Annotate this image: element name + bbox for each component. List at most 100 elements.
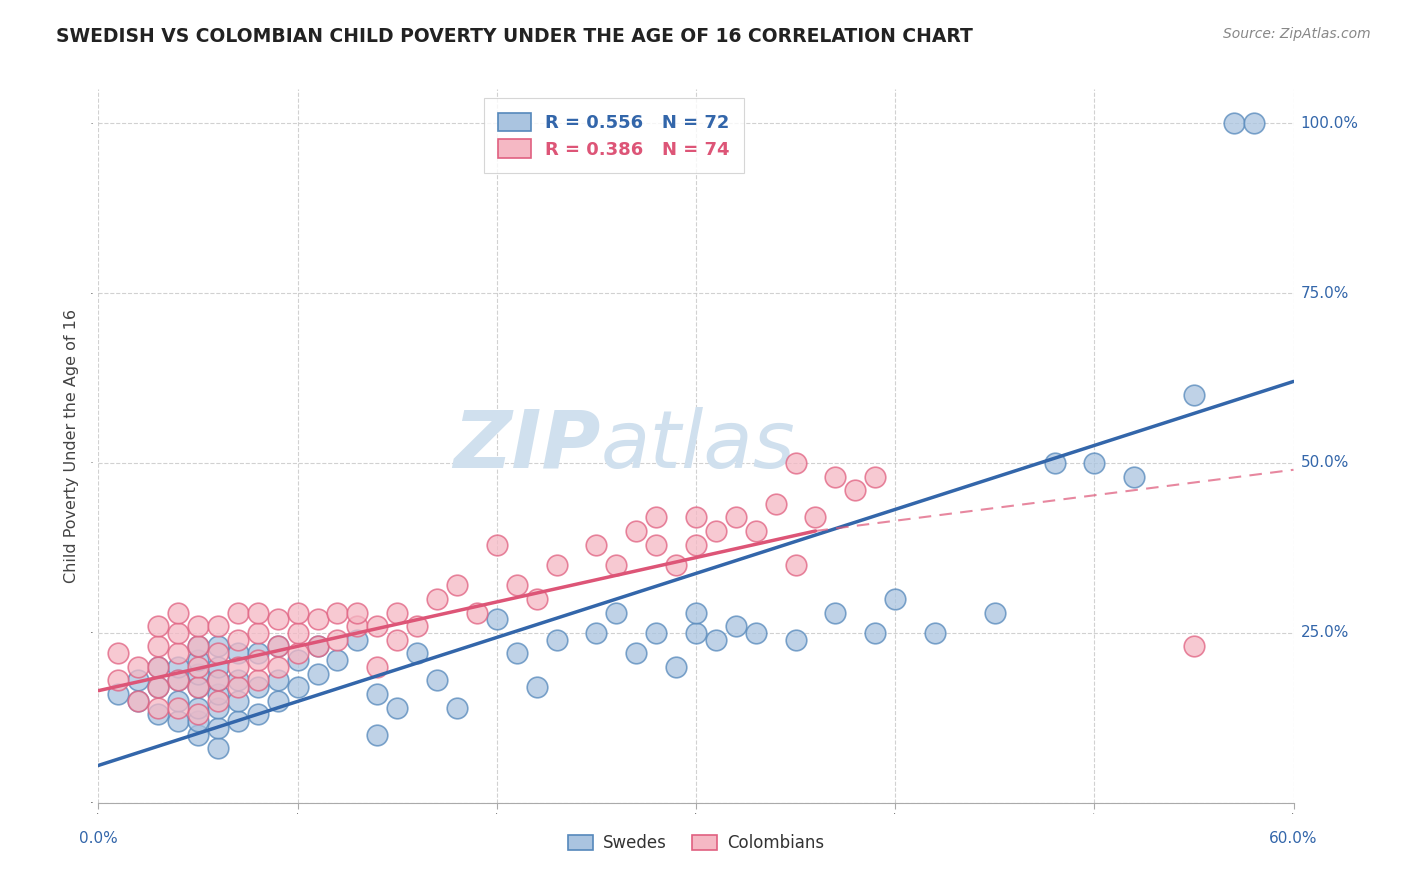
- Point: [785, 632, 807, 647]
- Point: [526, 680, 548, 694]
- Point: [226, 694, 249, 708]
- Point: [485, 537, 508, 551]
- Point: [148, 700, 170, 714]
- Point: [107, 673, 129, 688]
- Point: [785, 558, 807, 572]
- Point: [167, 673, 190, 688]
- Point: [226, 606, 249, 620]
- Point: [506, 646, 529, 660]
- Point: [366, 660, 388, 674]
- Point: [506, 578, 529, 592]
- Point: [605, 558, 627, 572]
- Point: [785, 456, 807, 470]
- Point: [267, 660, 290, 674]
- Point: [465, 606, 488, 620]
- Point: [167, 694, 190, 708]
- Point: [287, 626, 309, 640]
- Legend: Swedes, Colombians: Swedes, Colombians: [561, 828, 831, 859]
- Point: [426, 591, 449, 606]
- Point: [246, 626, 269, 640]
- Text: 50.0%: 50.0%: [1301, 456, 1348, 470]
- Point: [148, 640, 170, 654]
- Point: [385, 606, 409, 620]
- Point: [267, 694, 290, 708]
- Point: [1223, 116, 1246, 130]
- Point: [326, 653, 349, 667]
- Point: [446, 700, 468, 714]
- Point: [246, 707, 269, 722]
- Point: [924, 626, 946, 640]
- Point: [207, 640, 229, 654]
- Point: [724, 510, 747, 524]
- Point: [385, 632, 409, 647]
- Point: [526, 591, 548, 606]
- Point: [585, 626, 607, 640]
- Point: [187, 728, 209, 742]
- Point: [187, 640, 209, 654]
- Point: [267, 612, 290, 626]
- Text: 75.0%: 75.0%: [1301, 285, 1348, 301]
- Point: [187, 660, 209, 674]
- Point: [884, 591, 907, 606]
- Point: [207, 673, 229, 688]
- Point: [207, 673, 229, 688]
- Text: SWEDISH VS COLOMBIAN CHILD POVERTY UNDER THE AGE OF 16 CORRELATION CHART: SWEDISH VS COLOMBIAN CHILD POVERTY UNDER…: [56, 27, 973, 45]
- Point: [207, 619, 229, 633]
- Point: [406, 646, 429, 660]
- Point: [246, 646, 269, 660]
- Point: [246, 606, 269, 620]
- Text: ZIP: ZIP: [453, 407, 600, 485]
- Point: [366, 728, 388, 742]
- Point: [187, 700, 209, 714]
- Point: [107, 687, 129, 701]
- Point: [685, 606, 707, 620]
- Point: [665, 660, 688, 674]
- Point: [685, 510, 707, 524]
- Point: [626, 524, 648, 538]
- Point: [167, 700, 190, 714]
- Point: [824, 606, 846, 620]
- Text: Source: ZipAtlas.com: Source: ZipAtlas.com: [1223, 27, 1371, 41]
- Point: [267, 673, 290, 688]
- Point: [226, 680, 249, 694]
- Point: [984, 606, 1007, 620]
- Point: [148, 619, 170, 633]
- Point: [865, 469, 887, 483]
- Point: [745, 524, 768, 538]
- Point: [745, 626, 768, 640]
- Point: [148, 707, 170, 722]
- Point: [605, 606, 627, 620]
- Point: [366, 619, 388, 633]
- Point: [287, 653, 309, 667]
- Point: [207, 646, 229, 660]
- Point: [585, 537, 607, 551]
- Point: [724, 619, 747, 633]
- Text: atlas: atlas: [600, 407, 796, 485]
- Text: 25.0%: 25.0%: [1301, 625, 1348, 640]
- Point: [765, 497, 787, 511]
- Point: [167, 660, 190, 674]
- Point: [226, 660, 249, 674]
- Point: [346, 619, 368, 633]
- Point: [148, 660, 170, 674]
- Point: [326, 632, 349, 647]
- Point: [246, 673, 269, 688]
- Point: [1043, 456, 1066, 470]
- Point: [167, 646, 190, 660]
- Point: [148, 660, 170, 674]
- Point: [107, 646, 129, 660]
- Point: [187, 653, 209, 667]
- Text: 100.0%: 100.0%: [1301, 116, 1358, 131]
- Point: [804, 510, 827, 524]
- Point: [626, 646, 648, 660]
- Point: [207, 687, 229, 701]
- Point: [307, 640, 329, 654]
- Point: [665, 558, 688, 572]
- Point: [704, 632, 727, 647]
- Point: [127, 660, 149, 674]
- Point: [148, 680, 170, 694]
- Point: [226, 673, 249, 688]
- Point: [824, 469, 846, 483]
- Y-axis label: Child Poverty Under the Age of 16: Child Poverty Under the Age of 16: [65, 309, 79, 583]
- Point: [187, 714, 209, 729]
